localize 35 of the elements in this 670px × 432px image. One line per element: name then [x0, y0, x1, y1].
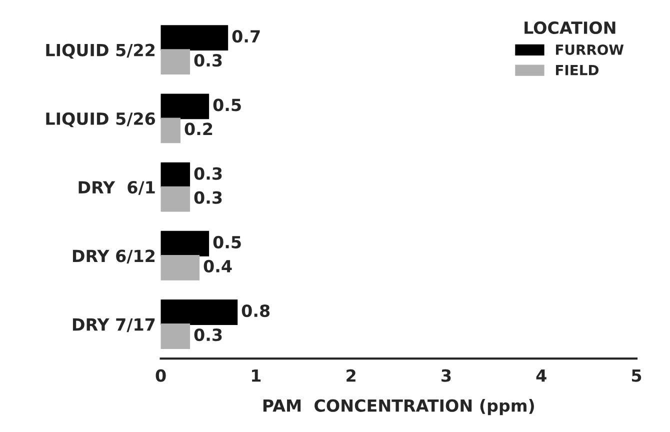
y-tick-label: LIQUID 5/26: [46, 112, 156, 128]
legend-label: FIELD: [556, 65, 599, 76]
y-tick-label: DRY 6/12: [72, 250, 154, 264]
bar: [160, 300, 238, 325]
x-tick-label: 0: [156, 369, 166, 382]
x-tick-label: 5: [632, 369, 642, 382]
data-label: 0.3: [194, 54, 222, 67]
y-tick-label: DRY 6/1: [78, 181, 155, 195]
data-label: 0.3: [194, 167, 222, 180]
bar: [160, 94, 210, 120]
x-tick-label: 1: [252, 369, 261, 382]
legend-label: FURROW: [556, 44, 624, 55]
x-tick-label: 2: [346, 369, 356, 382]
y-tick-label: LIQUID 5/22: [46, 44, 154, 59]
data-label: 0.5: [213, 98, 241, 112]
data-label: 0.3: [194, 328, 222, 342]
data-label: 0.7: [232, 30, 260, 43]
bar: [160, 324, 190, 349]
x-axis-title: PAM CONCENTRATION (ppm): [263, 399, 534, 416]
bar: [160, 230, 210, 256]
bar: [160, 254, 200, 280]
data-label: 0.4: [204, 260, 232, 272]
bar: [160, 49, 190, 75]
data-label: 0.2: [184, 122, 212, 136]
data-label: 0.8: [242, 304, 270, 318]
bar: [160, 118, 181, 144]
x-tick-label: 3: [442, 369, 451, 382]
legend-title: LOCATION: [524, 21, 616, 34]
bar: [160, 186, 190, 212]
bar: [160, 25, 228, 50]
y-tick-label: DRY 7/17: [72, 318, 155, 332]
x-tick-label: 4: [536, 369, 546, 382]
data-label: 0.3: [194, 191, 222, 204]
data-label: 0.5: [213, 236, 241, 248]
bar: [160, 162, 190, 188]
